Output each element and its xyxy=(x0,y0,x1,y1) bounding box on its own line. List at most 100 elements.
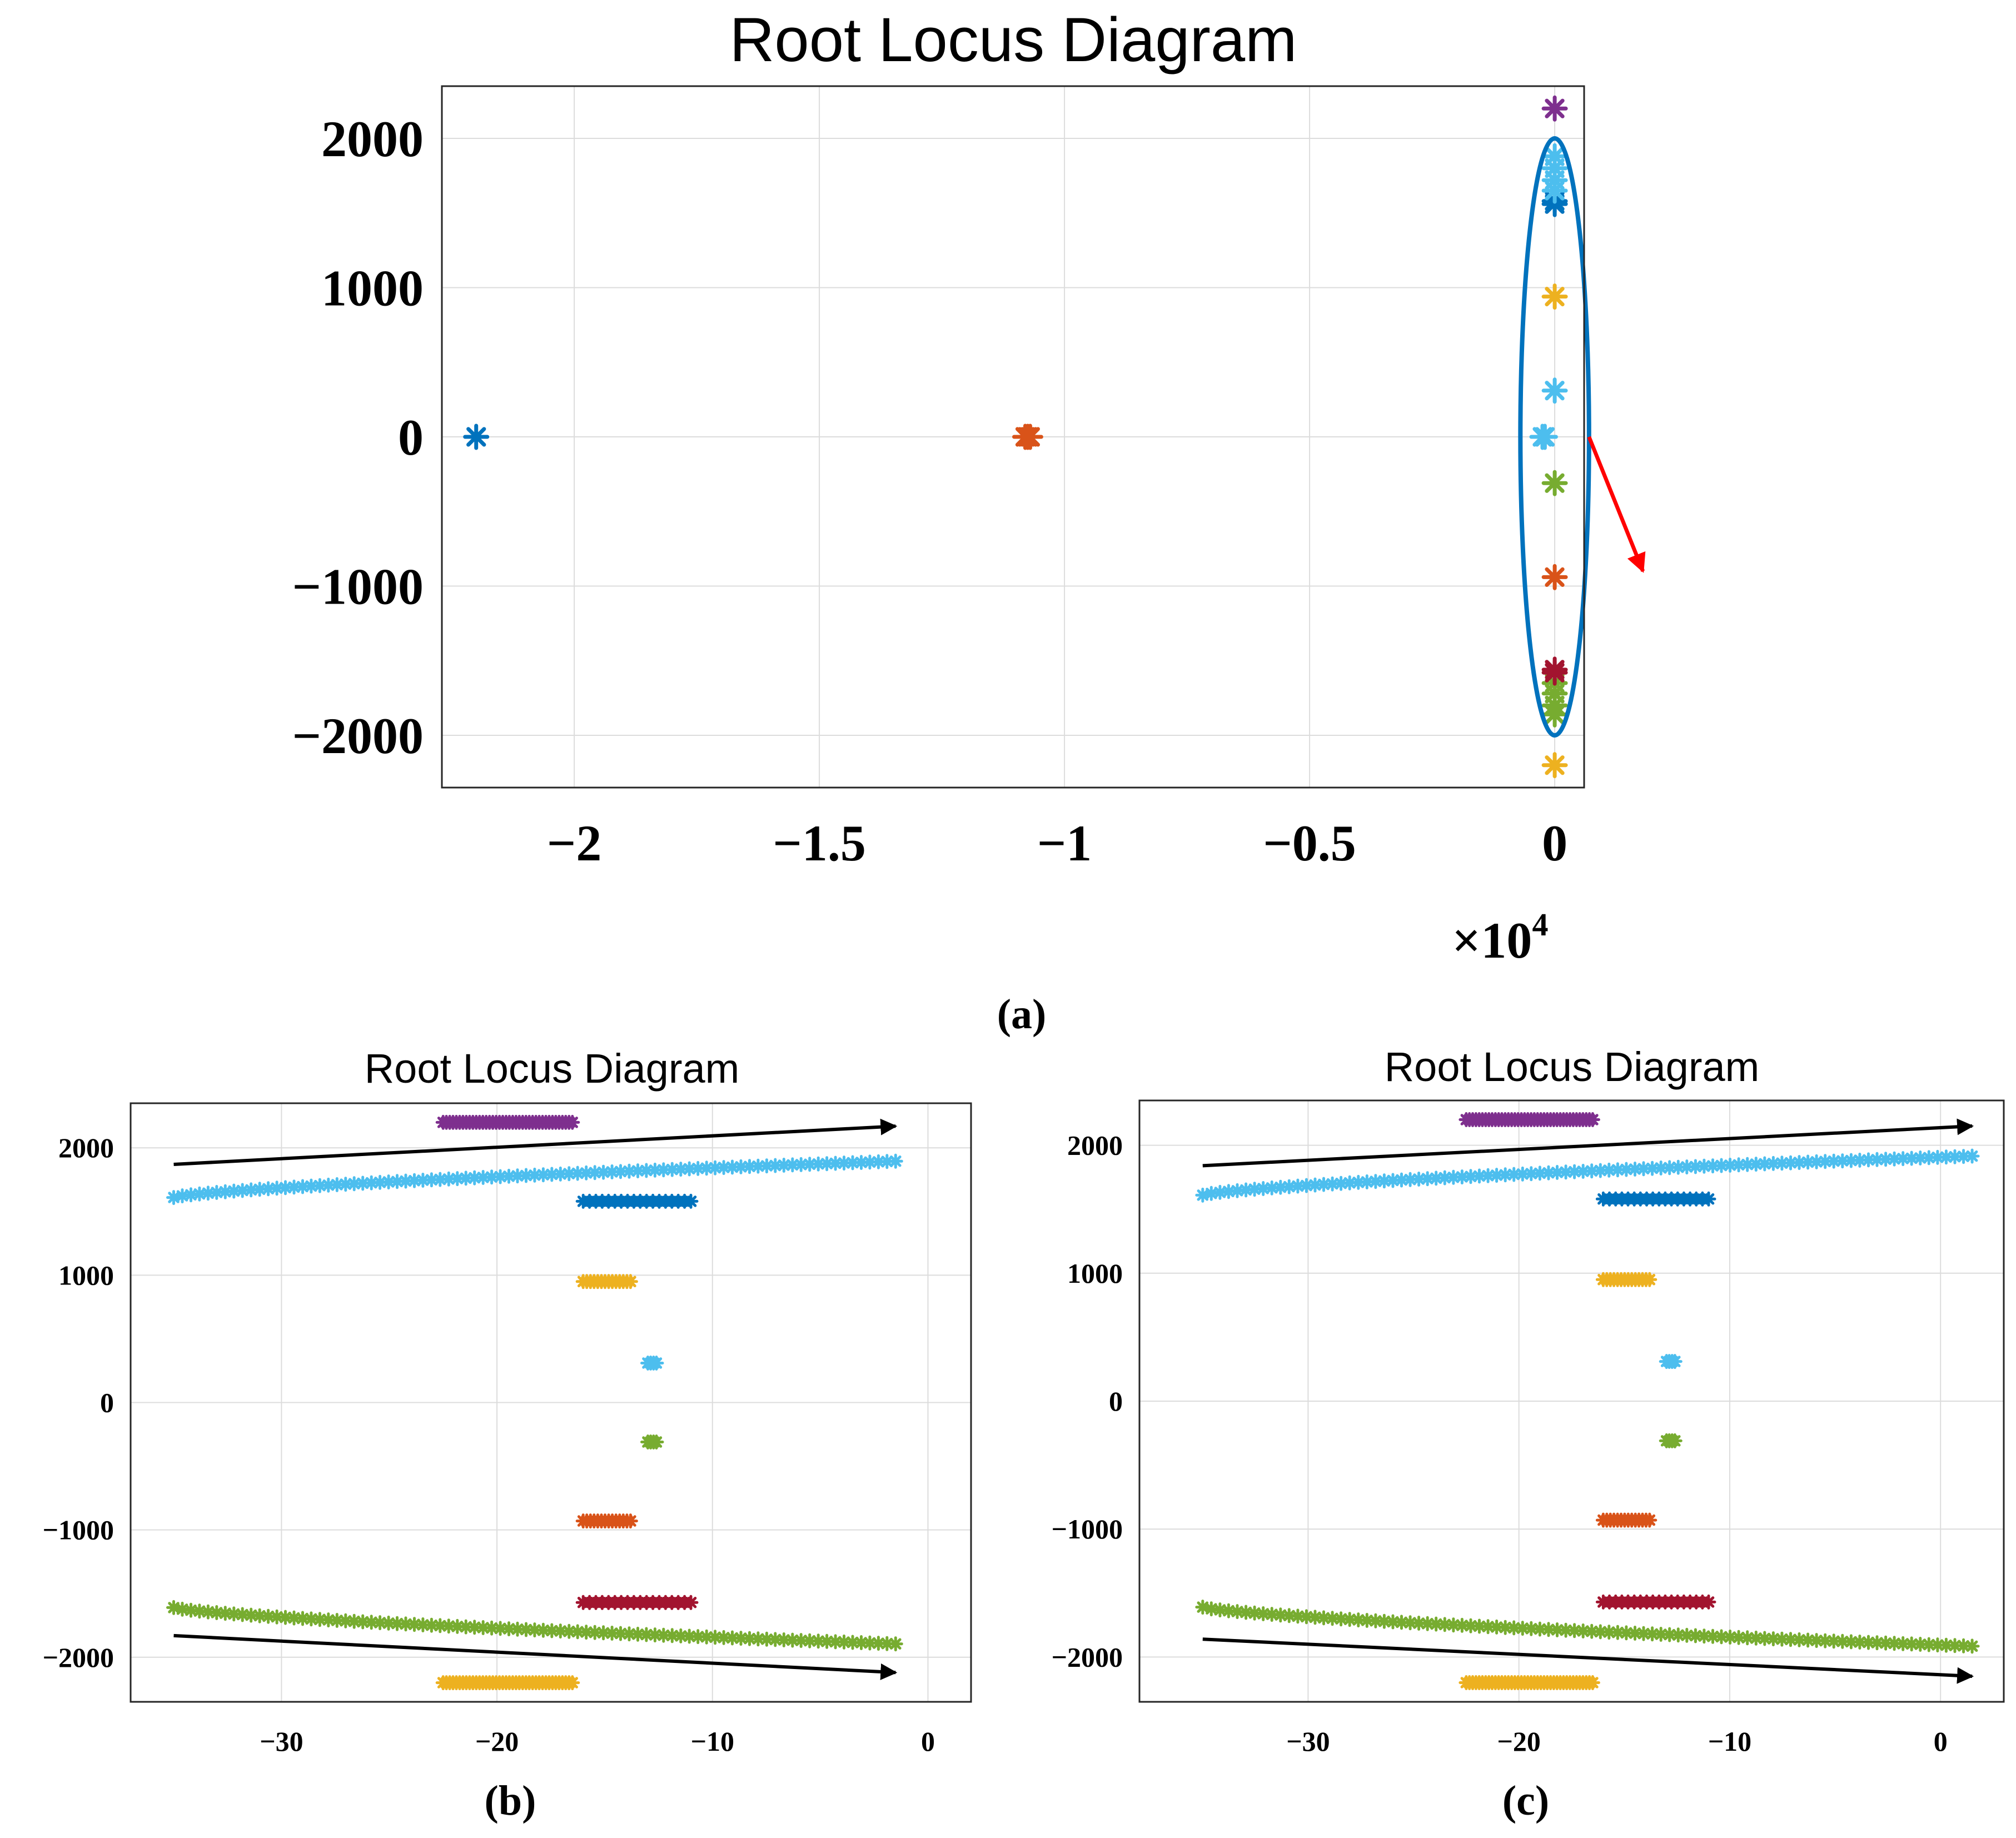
data-point xyxy=(364,1175,379,1191)
data-point xyxy=(1541,177,1568,204)
data-point xyxy=(681,1161,697,1177)
series-orange xyxy=(575,1513,638,1529)
data-point xyxy=(1642,1272,1657,1287)
data-point xyxy=(1307,1177,1323,1193)
x-tick-label: −30 xyxy=(260,1726,303,1757)
data-point xyxy=(1696,1158,1712,1174)
data-point xyxy=(398,1616,414,1632)
data-point xyxy=(1394,1172,1409,1188)
data-point xyxy=(1627,1626,1642,1641)
data-point xyxy=(1642,1512,1657,1528)
data-point xyxy=(1667,1433,1683,1448)
data-point xyxy=(527,1622,542,1638)
data-point xyxy=(1696,1628,1712,1644)
panel-a-marks xyxy=(463,95,1646,779)
series-purple xyxy=(1459,1112,1600,1127)
data-point xyxy=(458,1619,474,1635)
data-point xyxy=(269,1180,285,1196)
data-point xyxy=(1368,1613,1383,1628)
panel-c-marks xyxy=(1195,1112,1980,1690)
data-point xyxy=(1489,1168,1505,1183)
data-point xyxy=(656,1627,671,1643)
data-point xyxy=(1662,1160,1677,1175)
y-tick-label: −2000 xyxy=(292,708,424,764)
data-point xyxy=(424,1172,439,1188)
data-point xyxy=(390,1174,405,1189)
data-point xyxy=(725,1159,740,1175)
data-point xyxy=(1351,1174,1366,1190)
data-point xyxy=(565,1114,580,1130)
data-point xyxy=(1017,424,1043,450)
data-point xyxy=(1701,1191,1716,1207)
data-point xyxy=(647,1627,663,1643)
data-point xyxy=(1480,1619,1496,1635)
data-point xyxy=(1558,1622,1574,1638)
data-point xyxy=(1497,1167,1513,1183)
data-point xyxy=(664,1628,680,1643)
data-point xyxy=(183,1187,198,1203)
data-point xyxy=(1385,1173,1401,1188)
data-point xyxy=(1670,1159,1686,1175)
data-point xyxy=(346,1613,362,1629)
data-point xyxy=(252,1182,267,1197)
series-yellow xyxy=(1541,283,1568,779)
data-point xyxy=(1515,1166,1530,1182)
data-point xyxy=(565,1675,580,1691)
data-point xyxy=(1921,1150,1937,1165)
data-point xyxy=(1679,1627,1695,1643)
data-point xyxy=(1930,1637,1945,1653)
data-point xyxy=(381,1174,396,1190)
data-point xyxy=(441,1171,456,1187)
panel-a-title: Root Locus Diagram xyxy=(730,5,1297,74)
data-point xyxy=(621,1163,637,1179)
data-point xyxy=(1645,1160,1660,1176)
data-point xyxy=(510,1168,525,1184)
highlight-ellipse xyxy=(1518,136,1591,738)
data-point xyxy=(1895,1636,1911,1651)
data-point xyxy=(587,1625,603,1640)
data-point xyxy=(1264,1607,1280,1622)
data-point xyxy=(1791,1632,1807,1647)
data-point xyxy=(1610,1625,1625,1640)
panel-c-title: Root Locus Diagram xyxy=(1385,1044,1760,1090)
data-point xyxy=(1541,752,1568,779)
data-point xyxy=(1714,1158,1729,1173)
panel-b-title: Root Locus Diagram xyxy=(365,1045,740,1092)
data-point xyxy=(501,1621,516,1637)
series-darkred xyxy=(575,1595,699,1610)
data-point xyxy=(596,1164,611,1180)
data-point xyxy=(1619,1162,1634,1177)
trend-arrow-upper xyxy=(173,1118,898,1166)
data-point xyxy=(1818,1633,1833,1648)
x-tick-label: −2 xyxy=(547,815,601,871)
data-point xyxy=(1411,1616,1427,1631)
data-point xyxy=(1298,1178,1314,1193)
series-purple xyxy=(1541,95,1568,122)
data-point xyxy=(519,1168,534,1183)
data-point xyxy=(888,1636,903,1652)
data-point xyxy=(243,1607,259,1623)
series-lightblue xyxy=(166,1153,903,1206)
data-point xyxy=(828,1155,843,1171)
x-tick-label: −10 xyxy=(691,1726,735,1757)
x-tick-label: −20 xyxy=(475,1726,519,1757)
data-point xyxy=(510,1621,525,1637)
data-point xyxy=(484,1169,500,1185)
data-point xyxy=(1740,1630,1755,1646)
panel-c-tick-labels: −30 −20 −10 0 −2000 −1000 0 1000 2000 xyxy=(1052,1130,1948,1757)
data-point xyxy=(338,1613,354,1628)
data-point xyxy=(604,1164,620,1179)
data-point xyxy=(1667,1354,1683,1369)
data-point xyxy=(1541,377,1568,404)
data-point xyxy=(535,1167,551,1183)
data-point xyxy=(1904,1636,1919,1652)
data-point xyxy=(639,1163,654,1178)
series-yellow-bottom xyxy=(1459,1675,1600,1690)
data-point xyxy=(1195,1187,1211,1203)
x-tick-label: 0 xyxy=(1934,1726,1948,1757)
panel-a-x-exponent-base: ×10 xyxy=(1452,912,1532,969)
data-point xyxy=(716,1160,731,1175)
data-point xyxy=(1376,1613,1392,1629)
data-point xyxy=(1497,1620,1513,1635)
data-point xyxy=(1592,1163,1608,1178)
